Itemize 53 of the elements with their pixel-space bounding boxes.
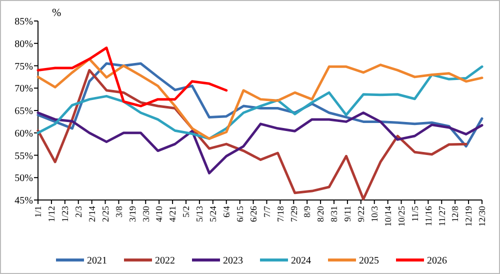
- x-tick-label: 6/4: [222, 206, 232, 218]
- x-tick-label: 1/1: [33, 206, 44, 218]
- x-tick-label: 7/7: [262, 206, 272, 218]
- x-tick-label: 8/31: [329, 206, 340, 222]
- x-tick-label: 9/11: [342, 206, 353, 222]
- x-tick-label: 12/8: [450, 206, 460, 222]
- x-tick-label: 10/3: [370, 206, 380, 222]
- y-tick-label: 55%: [14, 150, 33, 162]
- legend-label: 2022: [155, 256, 175, 266]
- x-tick-label: 2/3: [74, 206, 84, 218]
- line-series: [36, 111, 484, 174]
- y-tick-label: 80%: [14, 38, 33, 50]
- legend-label: 2023: [223, 256, 243, 266]
- legend-label: 2025: [359, 256, 379, 266]
- legend-label: 2026: [427, 256, 447, 266]
- y-tick-label: 85%: [14, 16, 33, 28]
- x-tick-label: 6/26: [248, 206, 258, 222]
- legend-label: 2021: [87, 256, 107, 266]
- x-tick-label: 8/9: [302, 206, 312, 218]
- x-tick-label: 3/8: [114, 206, 124, 218]
- x-tick-label: 12/30: [477, 206, 488, 227]
- line-series: [36, 46, 228, 108]
- legend-label: 2024: [291, 256, 311, 266]
- x-tick-label: 12/19: [464, 206, 474, 227]
- x-tick-label: 10/14: [382, 206, 393, 227]
- x-tick-label: 8/20: [316, 206, 326, 222]
- x-tick-label: 1/23: [60, 206, 70, 222]
- x-tick-label: 4/21: [168, 206, 178, 222]
- line-series: [36, 68, 468, 200]
- x-tick-label: 2/25: [100, 206, 110, 222]
- y-tick-label: 70%: [14, 84, 33, 95]
- x-tick-label: 5/13: [194, 206, 205, 222]
- x-tick-label: 7/29: [288, 206, 299, 222]
- x-tick-label: 11/16: [423, 206, 434, 226]
- x-tick-label: 1/12: [46, 206, 57, 222]
- y-tick-label: 50%: [14, 173, 33, 184]
- x-tick-label: 6/15: [234, 206, 245, 222]
- x-tick-label: 3/19: [127, 206, 138, 222]
- y-tick-label: 60%: [14, 128, 33, 140]
- y-tick-label: 75%: [14, 61, 33, 72]
- y-axis-title: %: [52, 7, 62, 19]
- y-tick-label: 65%: [14, 106, 33, 117]
- x-tick-label: 4/10: [154, 206, 164, 222]
- y-tick-label: 45%: [14, 196, 33, 206]
- x-tick-label: 2/14: [86, 206, 97, 222]
- x-tick-label: 10/25: [396, 206, 406, 227]
- x-tick-label: 11/5: [410, 206, 420, 222]
- x-tick-label: 5/2: [181, 206, 192, 218]
- x-tick-label: 3/30: [140, 206, 151, 222]
- x-tick-label: 5/24: [208, 206, 218, 222]
- x-tick-label: 9/22: [356, 206, 366, 222]
- x-tick-label: 7/18: [275, 206, 286, 222]
- x-tick-label: 11/27: [436, 206, 447, 226]
